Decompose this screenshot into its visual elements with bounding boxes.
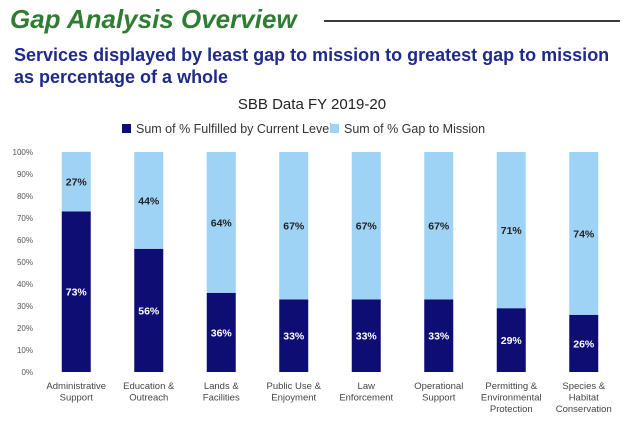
bar-segment [134,248,164,372]
y-tick-label: 30% [17,302,33,311]
bar-segment [569,314,599,372]
x-tick-label: Operational Support [414,381,463,404]
legend-label-2: Sum of % Gap to Mission [344,122,485,136]
data-label: 33% [356,331,378,343]
x-tick-label: Public Use & Enjoyment [267,381,322,404]
bars: 73% 27% 56% 44% 36% 64% 33% 67% 33% 67% 33% 67% 29% 7… [61,152,599,372]
y-tick-label: 100% [13,148,33,157]
data-label: 44% [138,195,160,207]
y-tick-label: 60% [17,236,33,245]
data-label: 73% [66,287,88,299]
data-label: 67% [428,221,450,233]
y-tick-label: 20% [17,324,33,333]
bar-segment [424,152,454,300]
data-label: 33% [283,331,305,343]
x-tick-label: Permitting & Environmental Protection [481,381,542,415]
x-axis-labels: Administrative Support Education & Outreach… [46,381,611,415]
bar-segment [496,308,526,372]
y-axis: 0% 10% 20% 30% 40% 50% 60% 70% 80% 90% 100% [13,148,33,377]
data-label: 67% [283,221,305,233]
data-label: 27% [66,177,88,189]
legend-label-1: Sum of % Fulfilled by Current Level [136,122,332,136]
y-tick-label: 40% [17,280,33,289]
bar-segment [61,152,91,212]
data-label: 36% [211,327,233,339]
bar-segment [351,299,381,372]
x-tick-label: Lands & Facilities [203,381,240,404]
y-tick-label: 0% [21,368,33,377]
data-label: 56% [138,305,160,317]
x-tick-label: Species & Habitat Conservation [556,381,612,415]
bar-segment [424,299,454,372]
data-label: 67% [356,221,378,233]
bar-segment [496,152,526,309]
data-label: 26% [573,338,595,350]
bar-segment [206,152,236,293]
y-tick-label: 10% [17,346,33,355]
y-tick-label: 70% [17,214,33,223]
bar-segment [279,299,309,372]
x-tick-label: Law Enforcement [339,381,393,404]
bar-segment [206,292,236,372]
y-tick-label: 80% [17,192,33,201]
legend-swatch-1 [122,124,131,133]
chart-legend: Sum of % Fulfilled by Current Level Sum o… [122,122,485,136]
slide-title: Gap Analysis Overview [10,4,297,34]
slide-subtitle: Services displayed by least gap to missi… [14,45,610,87]
data-label: 33% [428,331,450,343]
y-tick-label: 50% [17,258,33,267]
data-label: 64% [211,217,233,229]
data-label: 29% [501,335,523,347]
bar-segment [134,152,164,249]
data-label: 74% [573,228,595,240]
x-tick-label: Administrative Support [46,381,106,404]
bar-segment [61,211,91,372]
title-divider [324,20,620,22]
bar-segment [569,152,599,315]
chart-title: SBB Data FY 2019-20 [238,96,386,113]
bar-segment [279,152,309,300]
legend-swatch-2 [330,124,339,133]
y-tick-label: 90% [17,170,33,179]
bar-segment [351,152,381,300]
x-tick-label: Education & Outreach [123,381,175,404]
data-label: 71% [501,225,523,237]
